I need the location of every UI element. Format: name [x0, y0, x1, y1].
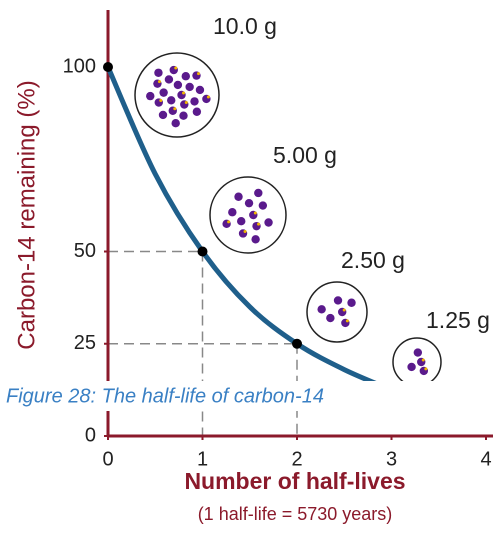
atom	[414, 348, 422, 356]
sample-circle	[210, 177, 286, 253]
atom	[174, 81, 182, 89]
atom-spot	[197, 72, 200, 75]
atom-spot	[158, 80, 161, 83]
atom	[159, 88, 167, 96]
atom	[165, 75, 173, 83]
x-tick-label: 2	[291, 448, 302, 470]
atom	[245, 199, 253, 207]
x-axis-title: Number of half-lives	[184, 468, 405, 494]
x-axis-note: (1 half-life = 5730 years)	[198, 504, 393, 524]
atom	[193, 108, 201, 116]
atom-spot	[424, 367, 427, 370]
sample-circle	[393, 338, 441, 386]
atom	[196, 86, 204, 94]
atom	[228, 208, 236, 216]
x-tick-label: 3	[386, 448, 397, 470]
atom	[185, 83, 193, 91]
atom-spot	[185, 101, 188, 104]
atom-spot	[227, 220, 230, 223]
atom-spot	[244, 230, 247, 233]
atom	[182, 72, 190, 80]
data-point	[103, 62, 113, 72]
sample-label: 5.00 g	[273, 142, 337, 168]
atom	[237, 217, 245, 225]
x-tick-label: 1	[197, 448, 208, 470]
atom	[167, 96, 175, 104]
y-tick-label: 50	[74, 240, 96, 262]
y-tick-label: 100	[63, 55, 96, 77]
atom	[326, 314, 334, 322]
caption: Figure 28: The half-life of carbon-14	[6, 385, 324, 407]
atom	[254, 189, 262, 197]
data-point	[198, 247, 208, 257]
chart: Carbon-14 remaining (%) Number of half-l…	[0, 0, 493, 552]
sample-label: 2.50 g	[341, 247, 405, 273]
atom	[317, 305, 325, 313]
atom-spot	[173, 107, 176, 110]
atom-spot	[207, 95, 210, 98]
atom	[251, 235, 259, 243]
atom	[146, 92, 154, 100]
sample-label: 1.25 g	[426, 307, 490, 333]
atom-spot	[346, 319, 349, 322]
data-point	[292, 339, 302, 349]
atom-spot	[182, 92, 185, 95]
y-tick-label: 25	[74, 332, 96, 354]
atom	[259, 201, 267, 209]
y-axis-title: Carbon-14 remaining (%)	[13, 80, 40, 349]
sample-circle	[307, 282, 367, 342]
atom-spot	[422, 359, 425, 362]
atom-spot	[174, 67, 177, 70]
atom	[334, 296, 342, 304]
atom	[190, 97, 198, 105]
atom-spot	[343, 309, 346, 312]
sample-label: 10.0 g	[213, 13, 277, 39]
atom	[347, 299, 355, 307]
atom	[234, 193, 242, 201]
atom	[154, 69, 162, 77]
atom	[159, 111, 167, 119]
atom	[407, 363, 415, 371]
atom-spot	[257, 223, 260, 226]
atom	[264, 218, 272, 226]
x-tick-label: 4	[480, 448, 491, 470]
x-tick-label: 0	[102, 448, 113, 470]
y-tick-label: 0	[85, 424, 96, 446]
atom	[171, 119, 179, 127]
atom-spot	[159, 99, 162, 102]
atom	[179, 111, 187, 119]
atom-spot	[254, 212, 257, 215]
